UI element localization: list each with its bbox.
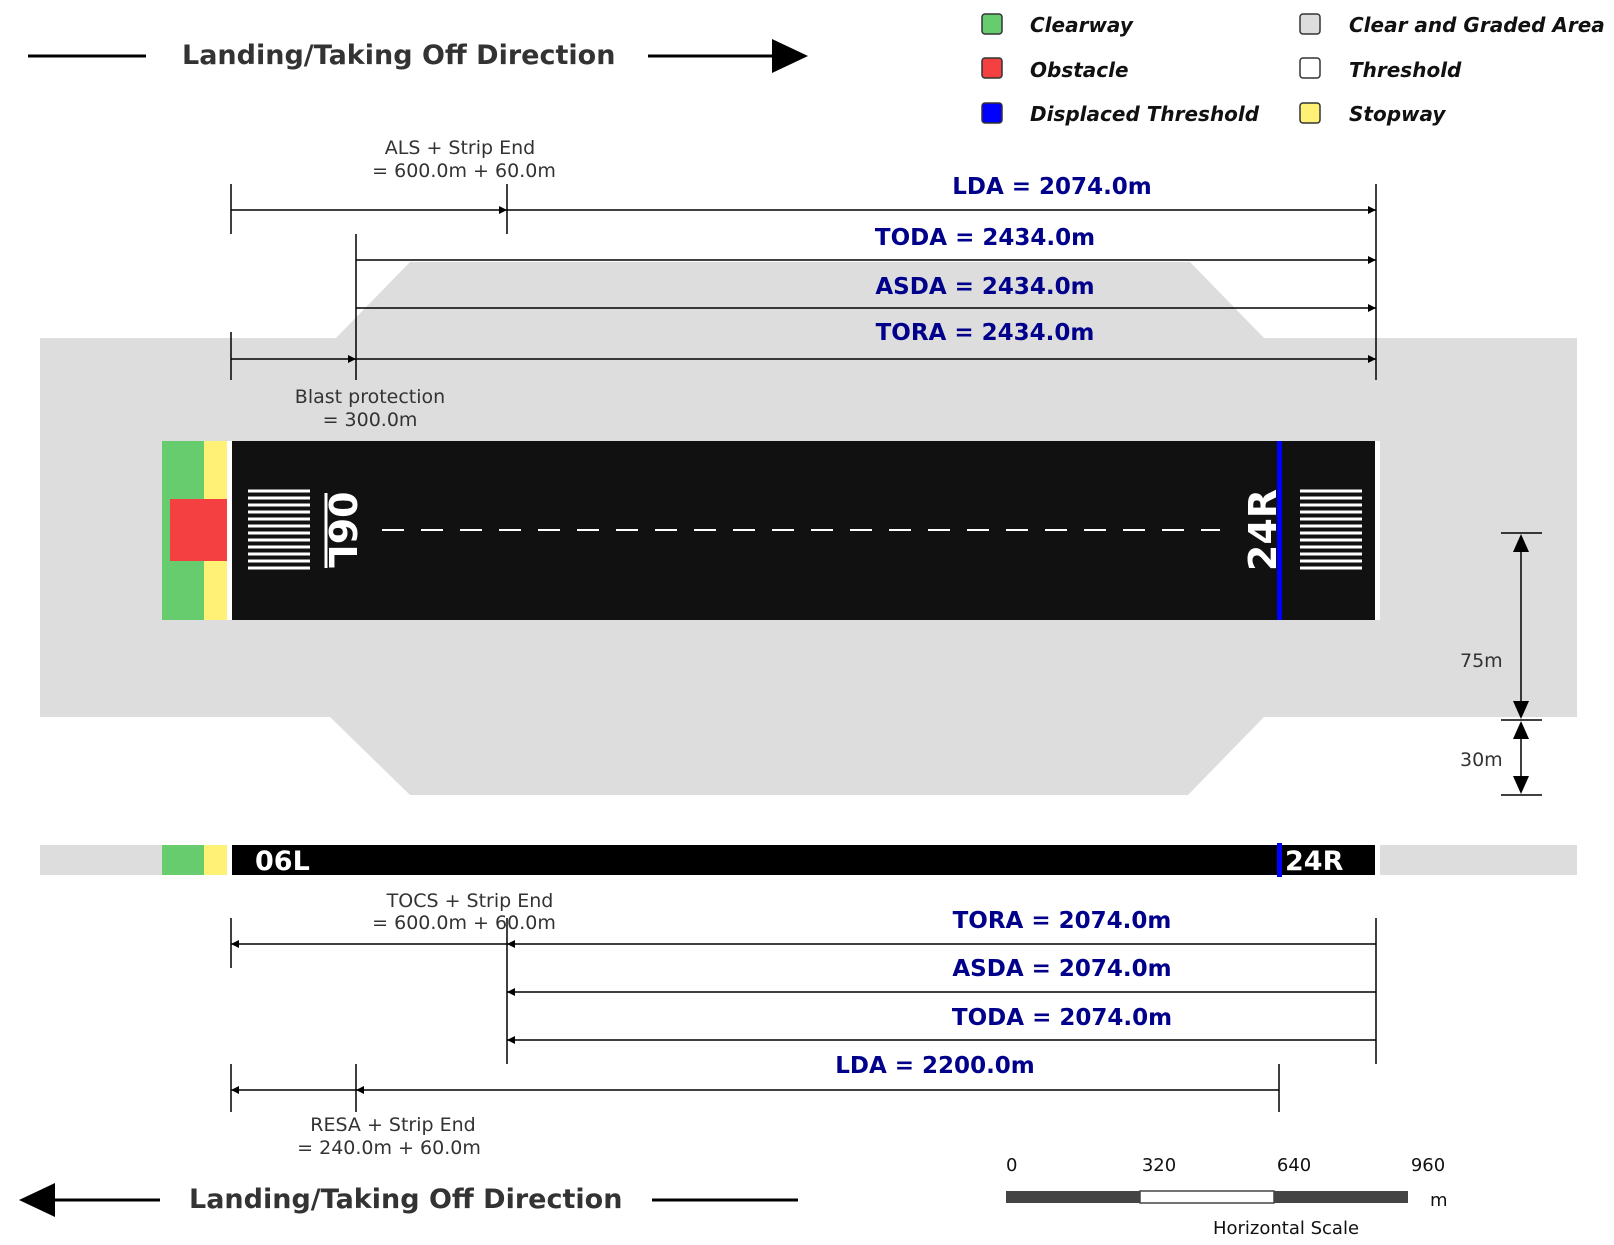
runway-designator-right: 24R bbox=[1241, 489, 1285, 571]
tocs-value: = 600.0m + 60.0m bbox=[372, 912, 556, 934]
legend-label: Clearway bbox=[1030, 13, 1134, 37]
top-asda-label: ASDA = 2434.0m bbox=[875, 274, 1094, 300]
threshold-markings-left bbox=[248, 489, 310, 570]
bottom-lda-label: LDA = 2200.0m bbox=[835, 1053, 1035, 1079]
arrow-up-icon bbox=[1513, 534, 1529, 552]
legend-item-stopway: Stopway bbox=[1299, 102, 1446, 126]
side-designator-left: 06L bbox=[255, 846, 310, 877]
runway-plan: 06L 24R bbox=[162, 441, 1380, 620]
legend-item-clear-graded-area: Clear and Graded Area bbox=[1299, 13, 1605, 37]
legend-label: Stopway bbox=[1349, 102, 1446, 126]
tocs-label: TOCS + Strip End bbox=[386, 890, 554, 912]
side-threshold bbox=[227, 845, 232, 875]
bottom-toda-label: TODA = 2074.0m bbox=[952, 1005, 1172, 1031]
obstacle bbox=[170, 499, 231, 561]
scale-tick-label: 640 bbox=[1277, 1155, 1311, 1176]
legend-item-obstacle: Obstacle bbox=[981, 57, 1129, 82]
legend-label: Clear and Graded Area bbox=[1349, 13, 1605, 37]
blast-value: = 300.0m bbox=[323, 409, 418, 431]
top-dimensions: ALS + Strip End = 600.0m + 60.0m LDA = 2… bbox=[230, 137, 1377, 431]
arrow-down-icon bbox=[1513, 776, 1529, 794]
strip-label: 30m bbox=[1460, 749, 1503, 771]
horizontal-scale: 0 320 640 960 m Horizontal Scale bbox=[1006, 1155, 1448, 1239]
top-direction-indicator: Landing/Taking Off Direction bbox=[28, 39, 808, 73]
runway-side-view: 06L 24R bbox=[40, 843, 1577, 877]
top-tora-label: TORA = 2434.0m bbox=[876, 320, 1095, 346]
resa-value: = 240.0m + 60.0m bbox=[297, 1137, 481, 1159]
bottom-direction-label: Landing/Taking Off Direction bbox=[189, 1184, 622, 1215]
side-end-threshold bbox=[1375, 845, 1380, 875]
legend-label: Threshold bbox=[1349, 58, 1462, 82]
resa-label: RESA + Strip End bbox=[310, 1114, 475, 1136]
displaced-threshold bbox=[1277, 441, 1282, 620]
arrow-down-icon bbox=[1513, 701, 1529, 719]
side-displaced-threshold bbox=[1277, 843, 1282, 877]
scale-unit: m bbox=[1430, 1190, 1448, 1211]
blast-label: Blast protection bbox=[295, 386, 445, 408]
top-toda-label: TODA = 2434.0m bbox=[875, 225, 1095, 251]
als-label: ALS + Strip End bbox=[385, 137, 535, 159]
legend-swatch bbox=[1299, 102, 1321, 124]
top-direction-label: Landing/Taking Off Direction bbox=[182, 40, 615, 71]
width-label: 75m bbox=[1460, 650, 1503, 672]
bottom-asda-label: ASDA = 2074.0m bbox=[952, 956, 1171, 982]
scale-segment bbox=[1274, 1191, 1408, 1203]
scale-tick-label: 0 bbox=[1006, 1155, 1017, 1176]
bottom-tora-label: TORA = 2074.0m bbox=[953, 908, 1172, 934]
legend-swatch bbox=[1299, 13, 1321, 35]
legend-swatch bbox=[981, 102, 1003, 124]
bottom-direction-indicator: Landing/Taking Off Direction bbox=[19, 1183, 798, 1217]
arrow-left-icon bbox=[19, 1183, 55, 1217]
side-stopway bbox=[204, 845, 228, 875]
als-value: = 600.0m + 60.0m bbox=[372, 160, 556, 182]
legend-item-threshold: Threshold bbox=[1299, 57, 1462, 82]
arrow-right-icon bbox=[772, 39, 808, 73]
side-designator-right: 24R bbox=[1285, 846, 1344, 877]
legend-swatch bbox=[981, 13, 1003, 35]
runway-end-threshold bbox=[1375, 441, 1380, 620]
legend-label: Obstacle bbox=[1030, 58, 1129, 82]
legend-item-displaced-threshold: Displaced Threshold bbox=[981, 102, 1260, 126]
legend: Clearway Obstacle Displaced Threshold Cl… bbox=[981, 13, 1605, 126]
legend-item-clearway: Clearway bbox=[981, 13, 1134, 37]
vertical-dimensions: 75m 30m bbox=[1460, 532, 1542, 796]
bottom-dimensions: TOCS + Strip End = 600.0m + 60.0m TORA =… bbox=[230, 890, 1377, 1159]
side-clearway bbox=[162, 845, 204, 875]
legend-swatch bbox=[1299, 57, 1321, 79]
side-runway-surface bbox=[232, 845, 1375, 875]
scale-segment bbox=[1006, 1191, 1140, 1203]
legend-label: Displaced Threshold bbox=[1030, 102, 1260, 126]
scale-caption: Horizontal Scale bbox=[1213, 1218, 1359, 1239]
threshold-marker bbox=[227, 441, 232, 620]
threshold-markings-right bbox=[1300, 489, 1362, 570]
arrow-up-icon bbox=[1513, 721, 1529, 739]
top-lda-label: LDA = 2074.0m bbox=[952, 174, 1152, 200]
scale-segment bbox=[1139, 1190, 1275, 1204]
legend-swatch bbox=[981, 57, 1003, 79]
scale-tick-label: 960 bbox=[1411, 1155, 1445, 1176]
scale-tick-label: 320 bbox=[1142, 1155, 1176, 1176]
